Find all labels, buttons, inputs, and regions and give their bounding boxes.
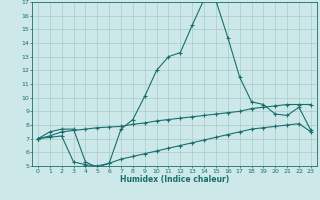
- X-axis label: Humidex (Indice chaleur): Humidex (Indice chaleur): [120, 175, 229, 184]
